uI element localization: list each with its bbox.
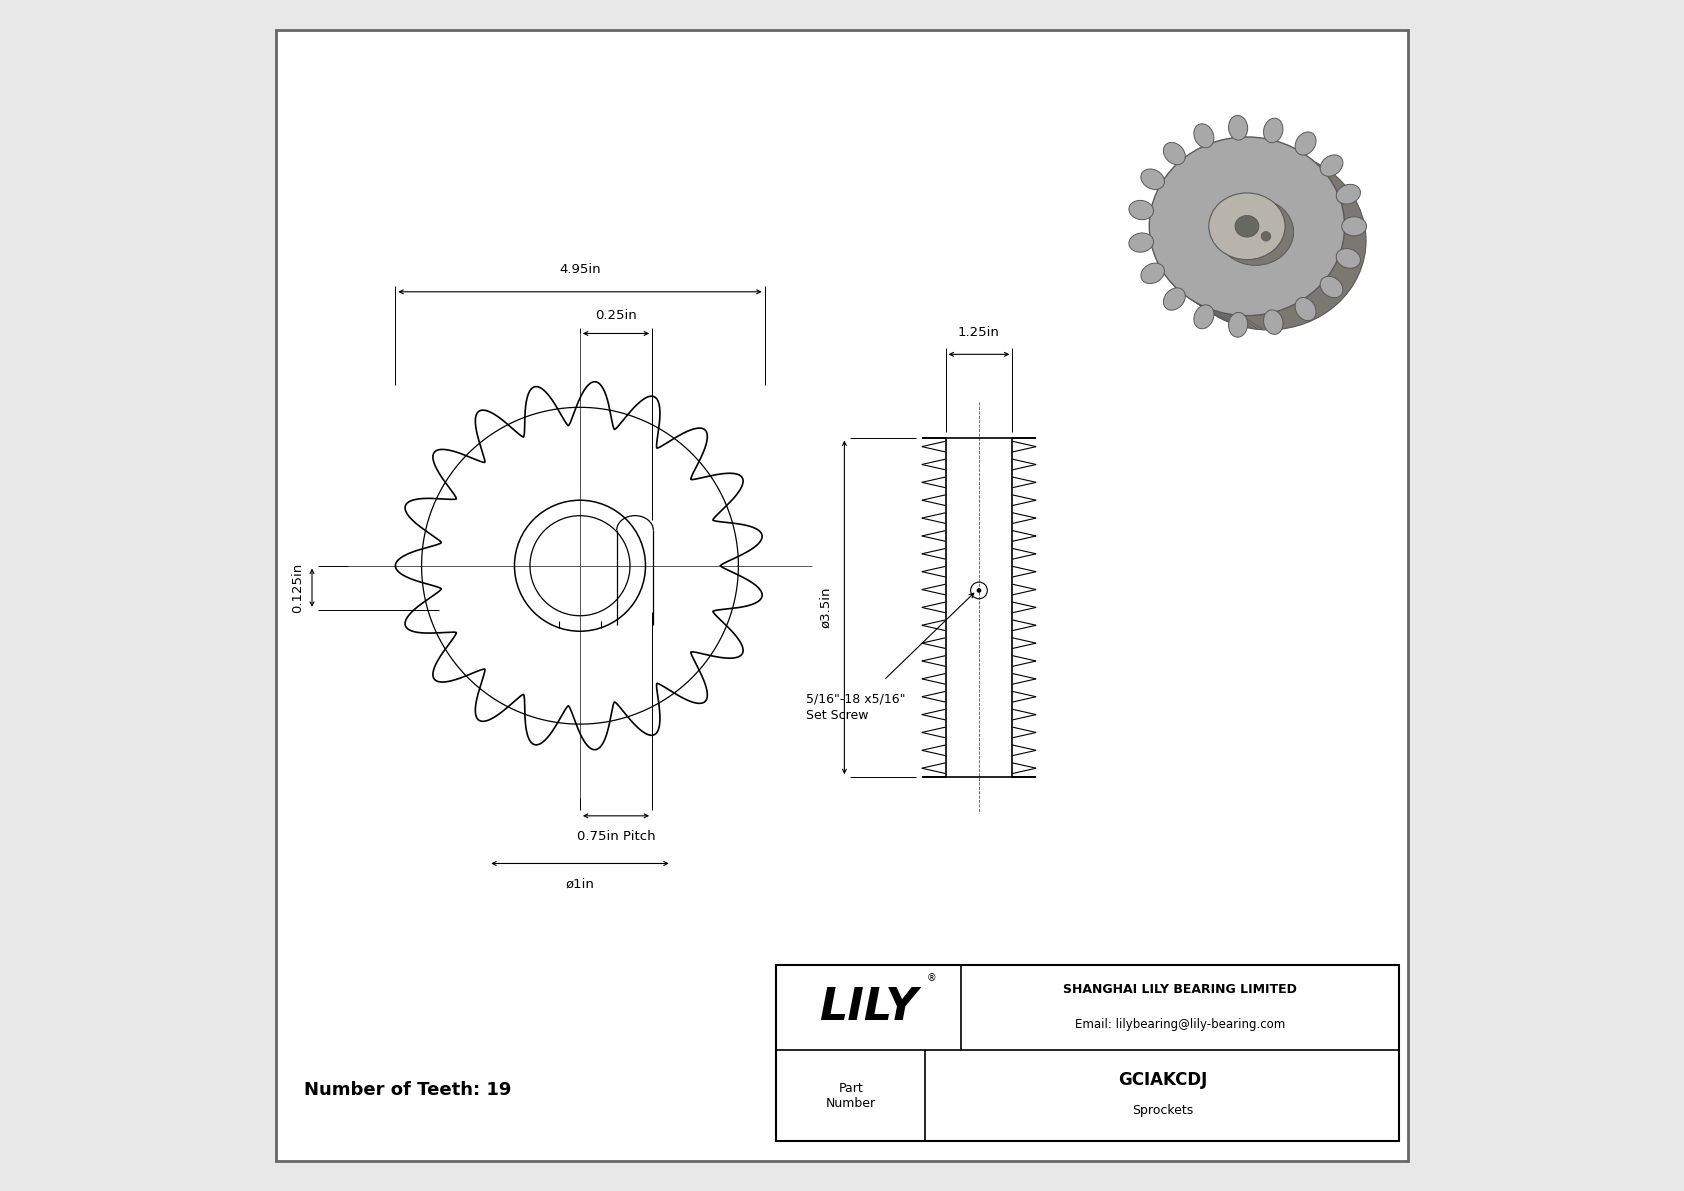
- Ellipse shape: [1209, 193, 1285, 260]
- Ellipse shape: [1295, 298, 1315, 320]
- Ellipse shape: [1140, 263, 1164, 283]
- Text: SHANGHAI LILY BEARING LIMITED: SHANGHAI LILY BEARING LIMITED: [1063, 984, 1297, 996]
- Text: LILY: LILY: [820, 986, 918, 1029]
- Ellipse shape: [1229, 116, 1248, 141]
- Ellipse shape: [1128, 200, 1154, 219]
- Ellipse shape: [1335, 249, 1361, 268]
- Ellipse shape: [1263, 310, 1283, 335]
- Text: ®: ®: [926, 973, 936, 983]
- Text: GCIAKCDJ: GCIAKCDJ: [1118, 1071, 1207, 1090]
- Circle shape: [1261, 231, 1271, 241]
- Text: 5/16"-18 x5/16"
Set Screw: 5/16"-18 x5/16" Set Screw: [807, 692, 906, 722]
- Text: 0.75in Pitch: 0.75in Pitch: [576, 830, 655, 843]
- Text: 4.95in: 4.95in: [559, 263, 601, 276]
- Ellipse shape: [1342, 217, 1366, 236]
- Ellipse shape: [1263, 118, 1283, 143]
- Ellipse shape: [1295, 132, 1315, 155]
- Text: Sprockets: Sprockets: [1132, 1104, 1192, 1116]
- Circle shape: [977, 588, 982, 593]
- Ellipse shape: [1320, 276, 1342, 298]
- Text: ø3.5in: ø3.5in: [820, 587, 832, 628]
- Ellipse shape: [1320, 155, 1342, 176]
- Text: Part
Number: Part Number: [825, 1081, 876, 1110]
- Ellipse shape: [1140, 169, 1164, 189]
- Ellipse shape: [1335, 185, 1361, 204]
- Ellipse shape: [1128, 233, 1154, 252]
- Bar: [776, 965, 1399, 1141]
- Ellipse shape: [1234, 216, 1260, 237]
- Ellipse shape: [1194, 124, 1214, 148]
- Ellipse shape: [1164, 288, 1186, 310]
- Ellipse shape: [1148, 137, 1344, 316]
- Text: Number of Teeth: 19: Number of Teeth: 19: [303, 1080, 510, 1099]
- Ellipse shape: [1164, 143, 1186, 164]
- Text: 0.25in: 0.25in: [594, 308, 637, 322]
- Ellipse shape: [1194, 305, 1214, 329]
- Ellipse shape: [1218, 199, 1293, 266]
- Text: Email: lilybearing@lily-bearing.com: Email: lilybearing@lily-bearing.com: [1074, 1018, 1285, 1030]
- Text: 1.25in: 1.25in: [958, 326, 1000, 339]
- Ellipse shape: [1170, 151, 1366, 330]
- Ellipse shape: [1229, 312, 1248, 337]
- Text: ø1in: ø1in: [566, 878, 594, 891]
- Text: 0.125in: 0.125in: [291, 562, 303, 613]
